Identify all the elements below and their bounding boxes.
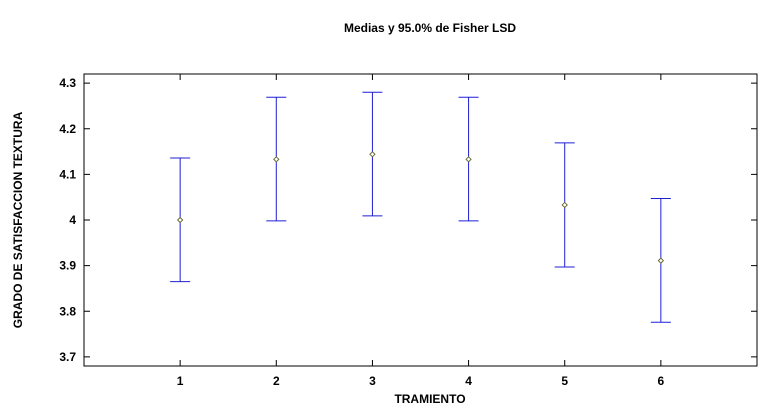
- y-tick-label: 3.9: [59, 259, 76, 273]
- x-axis-label: TRAMIENTO: [394, 392, 465, 406]
- mean-marker: [369, 151, 376, 158]
- y-tick-label: 3.7: [59, 350, 76, 364]
- x-tick-label: 5: [561, 374, 568, 388]
- x-tick-label: 1: [177, 374, 184, 388]
- y-tick-label: 4: [69, 213, 76, 227]
- mean-marker: [176, 216, 184, 224]
- y-tick-label: 3.8: [59, 304, 76, 318]
- x-axis: 1 2 3 4 5 6: [177, 74, 665, 388]
- x-tick-label: 3: [369, 374, 376, 388]
- y-axis-label: GRADO DE SATISFACCION TEXTURA: [11, 111, 25, 328]
- mean-marker: [465, 156, 472, 163]
- mean-marker: [273, 156, 280, 163]
- y-axis: 3.7 3.8 3.9 4 4.1 4.2 4.3: [59, 76, 757, 364]
- intervals: [170, 91, 671, 323]
- mean-marker: [561, 201, 568, 209]
- y-tick-label: 4.1: [59, 167, 76, 181]
- mean-marker: [657, 257, 665, 264]
- x-tick-label: 2: [273, 374, 280, 388]
- x-tick-label: 6: [658, 374, 665, 388]
- y-tick-label: 4.2: [59, 122, 76, 136]
- y-tick-label: 4.3: [59, 76, 76, 90]
- chart-title: Medias y 95.0% de Fisher LSD: [344, 21, 516, 35]
- x-tick-label: 4: [465, 374, 472, 388]
